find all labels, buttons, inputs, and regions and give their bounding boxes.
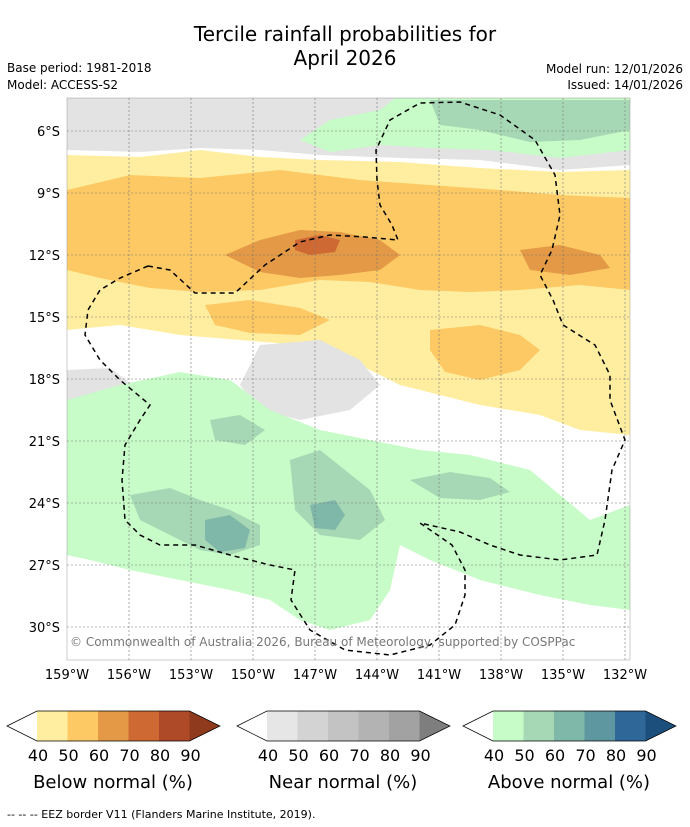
lat-label-9s: 9°S [37, 187, 60, 202]
colorbar-near-70-80 [358, 711, 389, 741]
colorbar-near-outline [236, 710, 451, 742]
colorbar-near-title: Near normal (%) [269, 772, 418, 793]
base-period: Base period: 1981-2018 [7, 61, 152, 75]
latitude-labels: 6°S 9°S 12°S 15°S 18°S 21°S 24°S 27°S 30… [29, 125, 60, 636]
colorbar-below-tick-40: 40 [28, 746, 48, 765]
above-normal-sw-70 [205, 515, 250, 552]
model-name: Model: ACCESS-S2 [7, 78, 119, 92]
colorbar-below-tick-80: 80 [150, 746, 170, 765]
above-normal-east-60 [410, 472, 510, 500]
colorbar-below-80-90 [159, 711, 190, 741]
colorbar-near-80-90 [389, 711, 420, 741]
colorbar-above-tick-70: 70 [575, 746, 595, 765]
colorbar-below-70-80 [128, 711, 159, 741]
colorbar-above-80-90 [615, 711, 646, 741]
colorbar-above-tick-40: 40 [484, 746, 504, 765]
lon-label-153w: 153°W [169, 668, 213, 683]
colorbar-near-under [237, 711, 267, 741]
colorbar-below-tick-90: 90 [180, 746, 200, 765]
below-normal-band-60-east [520, 245, 610, 275]
colorbar-above-under [463, 711, 493, 741]
issued-date: Issued: 14/01/2026 [567, 78, 683, 92]
colorbar-above-normal: 40 50 60 70 80 90 Above normal (%) [462, 710, 677, 793]
colorbar-above-tick-80: 80 [606, 746, 626, 765]
colorbar-below-normal: 40 50 60 70 80 90 Below normal (%) [6, 710, 221, 793]
below-normal-sw-blob-50 [205, 300, 330, 335]
colorbar-above-title: Above normal (%) [488, 772, 650, 793]
above-normal-centre-70 [310, 500, 345, 530]
lat-label-24s: 24°S [29, 497, 60, 512]
colorbar-near-tick-50: 50 [288, 746, 308, 765]
colorbar-above-tick-50: 50 [514, 746, 534, 765]
lon-label-147w: 147°W [293, 668, 337, 683]
map-title: Tercile rainfall probabilities for April… [0, 22, 690, 70]
lon-label-138w: 138°W [479, 668, 523, 683]
grid-lines [67, 98, 630, 660]
lat-label-21s: 21°S [29, 435, 60, 450]
eez-footnote: -- -- -- EEZ border V11 (Flanders Marine… [7, 808, 316, 821]
map-plot-area: © Commonwealth of Australia 2026, Bureau… [67, 98, 630, 660]
colorbar-near-50-60 [297, 711, 328, 741]
colorbar-below-40-50 [37, 711, 68, 741]
colorbar-above-over [645, 711, 676, 741]
colorbar-above-70-80 [584, 711, 615, 741]
colorbar-above-40-50 [493, 711, 524, 741]
lat-label-18s: 18°S [29, 373, 60, 388]
lat-label-30s: 30°S [29, 621, 60, 636]
title-line-2: April 2026 [293, 46, 397, 70]
colorbar-near-tick-60: 60 [319, 746, 339, 765]
map-figure: © Commonwealth of Australia 2026, Bureau… [6, 97, 677, 793]
eez-borders [84, 101, 626, 656]
title-line-1: Tercile rainfall probabilities for [193, 22, 497, 46]
lon-label-132w: 132°W [603, 668, 647, 683]
colorbar-near-tick-40: 40 [258, 746, 278, 765]
colorbar-above-tick-60: 60 [545, 746, 565, 765]
colorbar-near-60-70 [328, 711, 359, 741]
lat-label-15s: 15°S [29, 311, 60, 326]
colorbar-below-over [189, 711, 220, 741]
lat-label-27s: 27°S [29, 559, 60, 574]
colorbar-below-60-70 [98, 711, 129, 741]
colorbar-near-over [419, 711, 450, 741]
colorbar-above-60-70 [554, 711, 585, 741]
colorbar-near-tick-90: 90 [410, 746, 430, 765]
longitude-labels: 159°W 156°W 153°W 150°W 147°W 144°W 141°… [45, 668, 647, 683]
below-normal-mid-blob-50 [430, 325, 540, 380]
colorbar-near-normal: 40 50 60 70 80 90 Near normal (%) [236, 710, 451, 793]
colorbar-below-outline [6, 710, 221, 742]
colorbar-above-outline [462, 710, 677, 742]
near-normal-central-region [240, 340, 380, 420]
model-run: Model run: 12/01/2026 [545, 62, 683, 76]
eez-border-north [147, 101, 626, 561]
colorbar-above-tick-90: 90 [636, 746, 656, 765]
colorbar-near-40-50 [267, 711, 298, 741]
eez-border-west [84, 265, 466, 656]
lon-label-135w: 135°W [541, 668, 585, 683]
below-normal-band-50 [67, 170, 630, 292]
lat-label-12s: 12°S [29, 249, 60, 264]
lon-label-156w: 156°W [107, 668, 151, 683]
lon-label-144w: 144°W [355, 668, 399, 683]
colorbar-below-tick-50: 50 [58, 746, 78, 765]
colorbar-below-tick-70: 70 [119, 746, 139, 765]
lon-label-141w: 141°W [417, 668, 461, 683]
map-credit: © Commonwealth of Australia 2026, Bureau… [70, 635, 575, 649]
colorbar-below-under [7, 711, 37, 741]
colorbar-below-title: Below normal (%) [33, 772, 193, 793]
colorbar-near-tick-80: 80 [380, 746, 400, 765]
colorbar-above-50-60 [523, 711, 554, 741]
lon-label-159w: 159°W [45, 668, 89, 683]
above-normal-ne-60 [430, 100, 630, 142]
colorbar-near-tick-70: 70 [349, 746, 369, 765]
colorbar-below-50-60 [67, 711, 98, 741]
map-border [66, 97, 631, 661]
below-normal-band-70 [295, 235, 340, 255]
above-normal-west-60 [210, 415, 265, 445]
colorbar-below-tick-60: 60 [89, 746, 109, 765]
lat-label-6s: 6°S [37, 125, 60, 140]
lon-label-150w: 150°W [231, 668, 275, 683]
